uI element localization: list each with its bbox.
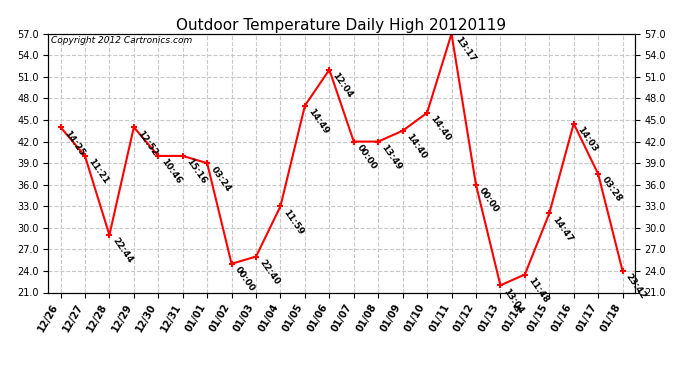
Text: 10:46: 10:46 xyxy=(159,158,184,186)
Text: 00:00: 00:00 xyxy=(233,265,257,293)
Text: 00:00: 00:00 xyxy=(477,186,501,214)
Text: 13:17: 13:17 xyxy=(453,35,477,64)
Text: 14:03: 14:03 xyxy=(575,125,599,154)
Text: 22:40: 22:40 xyxy=(257,258,282,286)
Text: 12:52: 12:52 xyxy=(135,129,159,157)
Text: 14:47: 14:47 xyxy=(551,215,575,244)
Text: 03:28: 03:28 xyxy=(600,175,623,204)
Text: 14:40: 14:40 xyxy=(428,114,453,143)
Text: 11:48: 11:48 xyxy=(526,276,550,304)
Text: 14:25: 14:25 xyxy=(62,129,86,157)
Text: 03:24: 03:24 xyxy=(208,165,233,193)
Text: Copyright 2012 Cartronics.com: Copyright 2012 Cartronics.com xyxy=(51,36,193,45)
Text: 14:40: 14:40 xyxy=(404,132,428,161)
Text: 13:04: 13:04 xyxy=(502,287,526,315)
Title: Outdoor Temperature Daily High 20120119: Outdoor Temperature Daily High 20120119 xyxy=(177,18,506,33)
Text: 22:44: 22:44 xyxy=(111,236,135,265)
Text: 23:42: 23:42 xyxy=(624,272,648,301)
Text: 11:21: 11:21 xyxy=(86,158,110,186)
Text: 11:59: 11:59 xyxy=(282,208,306,236)
Text: 00:00: 00:00 xyxy=(355,143,379,171)
Text: 13:49: 13:49 xyxy=(380,143,404,172)
Text: 12:04: 12:04 xyxy=(331,71,355,100)
Text: 14:49: 14:49 xyxy=(306,107,331,136)
Text: 15:16: 15:16 xyxy=(184,158,208,186)
